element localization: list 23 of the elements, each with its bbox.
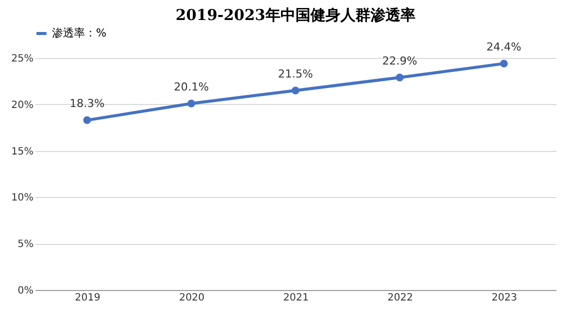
x-tick-label: 2019: [74, 292, 100, 304]
y-tick-label: 20%: [11, 100, 34, 111]
x-tick-label: 2023: [492, 292, 518, 304]
data-label: 18.3%: [70, 97, 105, 110]
point: [187, 100, 196, 108]
data-label: 21.5%: [278, 67, 313, 80]
y-tick-label: 5%: [18, 239, 34, 250]
x-tick-label: 2021: [283, 292, 309, 304]
y-tick-label: 0%: [18, 286, 34, 296]
y-tick-label: 15%: [11, 146, 34, 158]
legend-label: 渗透率：%: [52, 26, 106, 40]
point: [83, 116, 91, 124]
point: [292, 86, 300, 94]
chart-title: 2019-2023年中国健身人群渗透率: [176, 6, 416, 24]
data-label: 24.4%: [486, 40, 522, 54]
y-tick-label: 25%: [11, 54, 34, 64]
x-tick-label: 2022: [387, 292, 413, 304]
data-label: 22.9%: [382, 54, 418, 68]
point: [396, 74, 404, 82]
x-tick-label: 2020: [179, 292, 205, 304]
point: [500, 60, 508, 68]
y-tick-label: 10%: [11, 192, 34, 204]
data-label: 20.1%: [174, 80, 209, 94]
